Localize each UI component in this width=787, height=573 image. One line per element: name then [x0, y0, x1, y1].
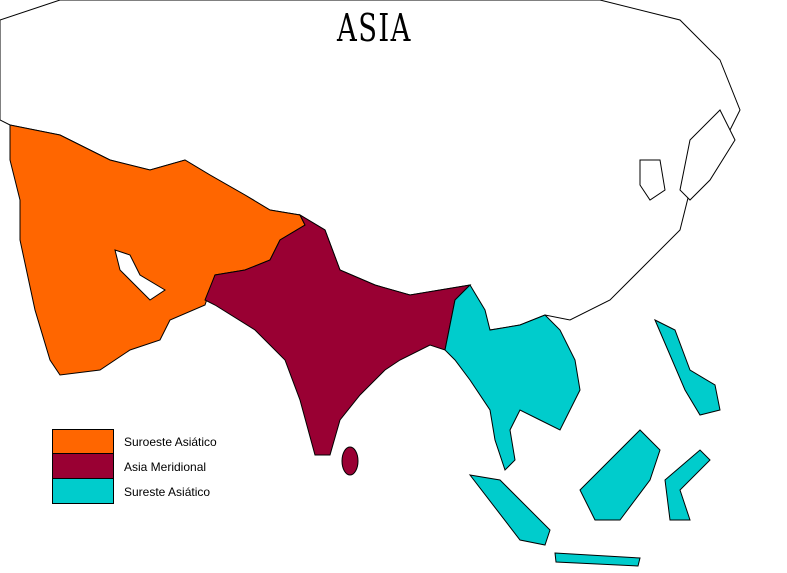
region-java	[554, 552, 641, 567]
region-sumatra	[468, 474, 551, 546]
legend-item-southeast-asia: Sureste Asiático	[52, 479, 217, 504]
legend: Suroeste Asiático Asia Meridional Surest…	[52, 429, 217, 504]
region-korea	[639, 159, 666, 201]
legend-item-southwest-asia: Suroeste Asiático	[52, 429, 217, 454]
persian-gulf	[114, 249, 166, 301]
legend-swatch	[52, 479, 114, 504]
region-mainland-southeast-asia	[444, 284, 581, 471]
legend-swatch	[52, 429, 114, 454]
map-title: ASIA	[337, 6, 412, 50]
legend-item-south-asia: Asia Meridional	[52, 454, 217, 479]
region-southeast-asia	[444, 284, 721, 567]
region-sri-lanka	[341, 446, 359, 476]
region-philippines	[654, 318, 721, 416]
legend-swatch	[52, 454, 114, 479]
region-borneo	[579, 429, 661, 521]
legend-label: Suroeste Asiático	[124, 434, 217, 449]
legend-label: Sureste Asiático	[124, 484, 211, 499]
legend-label: Asia Meridional	[124, 459, 207, 474]
region-south-asia	[204, 213, 472, 456]
region-japan	[679, 109, 736, 201]
region-sulawesi	[664, 449, 711, 521]
